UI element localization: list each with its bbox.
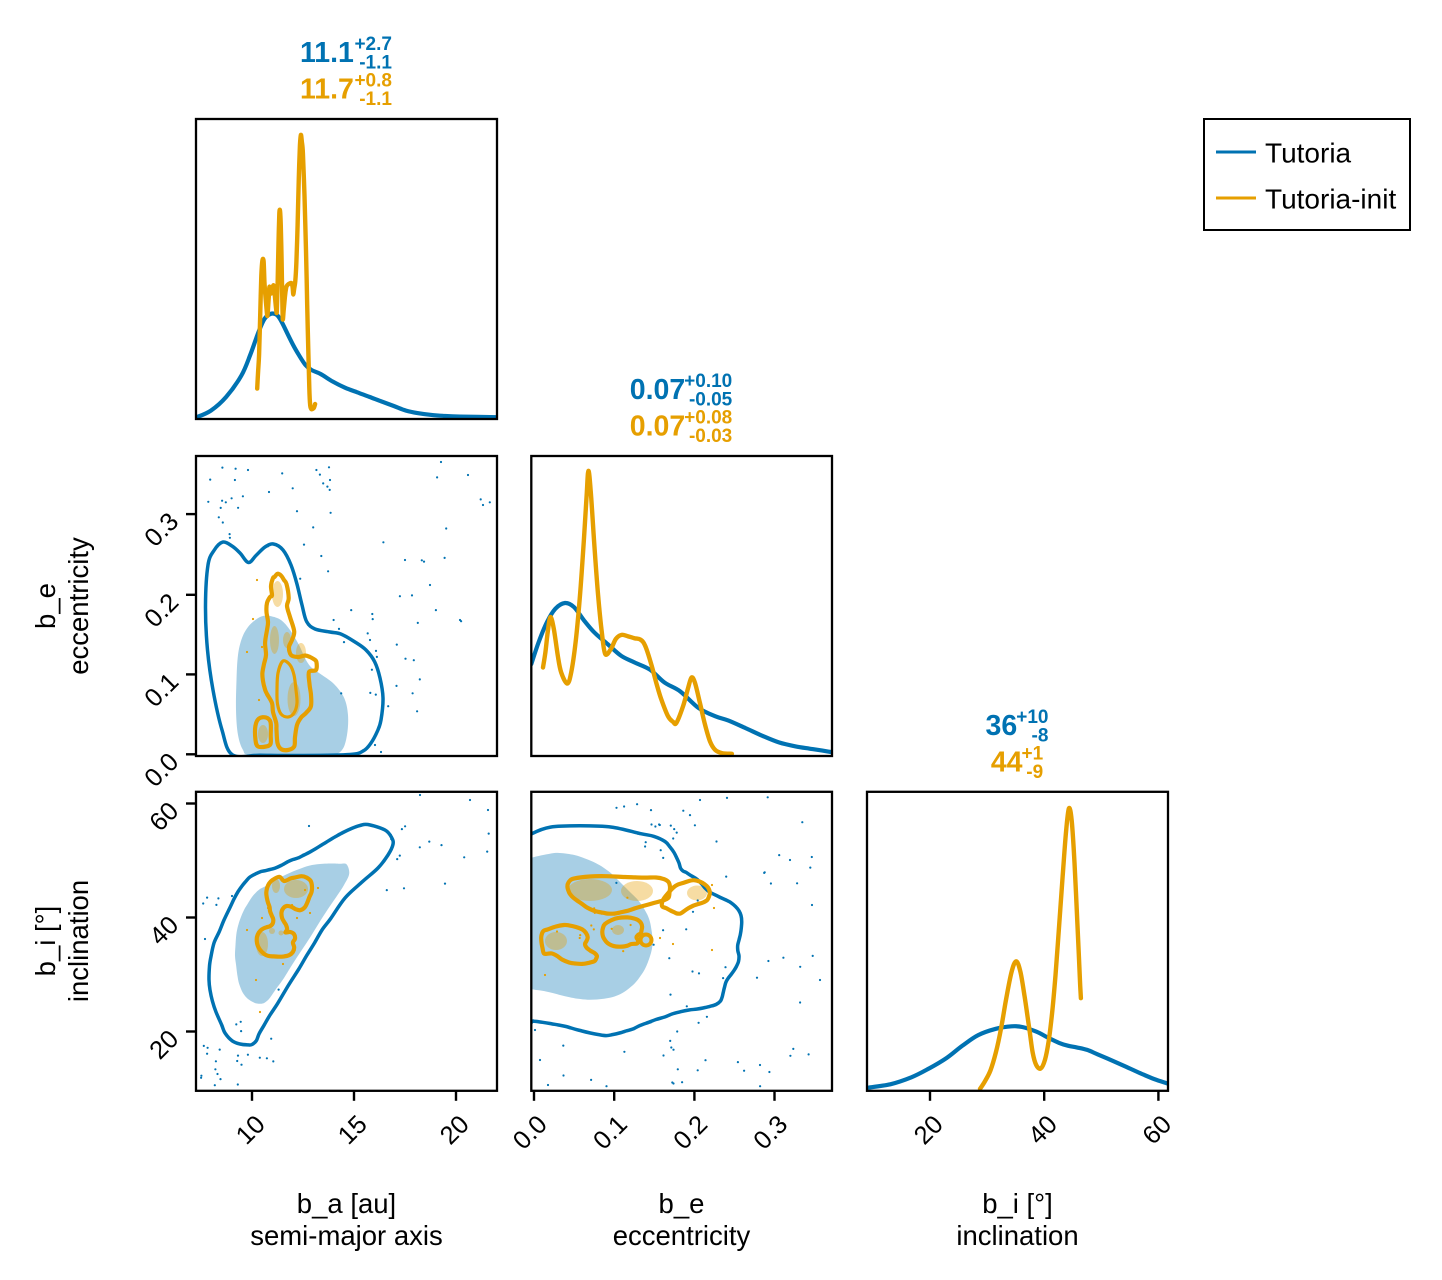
svg-text:inclination: inclination (956, 1220, 1078, 1251)
svg-text:0.07: 0.07 (630, 374, 685, 406)
svg-text:Tutoria-init: Tutoria-init (1265, 184, 1396, 215)
svg-text:-0.03: -0.03 (689, 426, 732, 447)
svg-text:Tutoria: Tutoria (1265, 138, 1352, 169)
svg-text:-9: -9 (1026, 762, 1043, 783)
svg-text:+0.08: +0.08 (684, 408, 732, 429)
svg-text:0.07: 0.07 (630, 411, 685, 443)
svg-text:b_i [°]: b_i [°] (30, 906, 61, 977)
svg-text:eccentricity: eccentricity (613, 1220, 751, 1251)
svg-text:36: 36 (986, 710, 1018, 742)
svg-text:b_a [au]: b_a [au] (297, 1188, 396, 1219)
svg-text:-1.1: -1.1 (359, 89, 392, 110)
svg-text:+10: +10 (1016, 707, 1048, 728)
svg-text:+0.10: +0.10 (684, 371, 732, 392)
svg-text:-1.1: -1.1 (359, 53, 392, 74)
svg-text:11.7: 11.7 (300, 74, 354, 106)
svg-text:+0.8: +0.8 (354, 71, 392, 92)
svg-text:semi-major axis: semi-major axis (250, 1220, 443, 1251)
svg-text:11.1: 11.1 (300, 37, 354, 69)
svg-text:-8: -8 (1032, 726, 1049, 747)
svg-text:+1: +1 (1022, 744, 1044, 765)
svg-text:eccentricity: eccentricity (63, 537, 94, 675)
svg-text:+2.7: +2.7 (354, 34, 392, 55)
svg-text:inclination: inclination (63, 880, 94, 1002)
svg-text:b_e: b_e (30, 583, 61, 629)
svg-text:-0.05: -0.05 (689, 390, 733, 411)
svg-text:b_e: b_e (659, 1188, 705, 1219)
svg-text:44: 44 (991, 747, 1023, 779)
svg-text:b_i [°]: b_i [°] (982, 1188, 1053, 1219)
